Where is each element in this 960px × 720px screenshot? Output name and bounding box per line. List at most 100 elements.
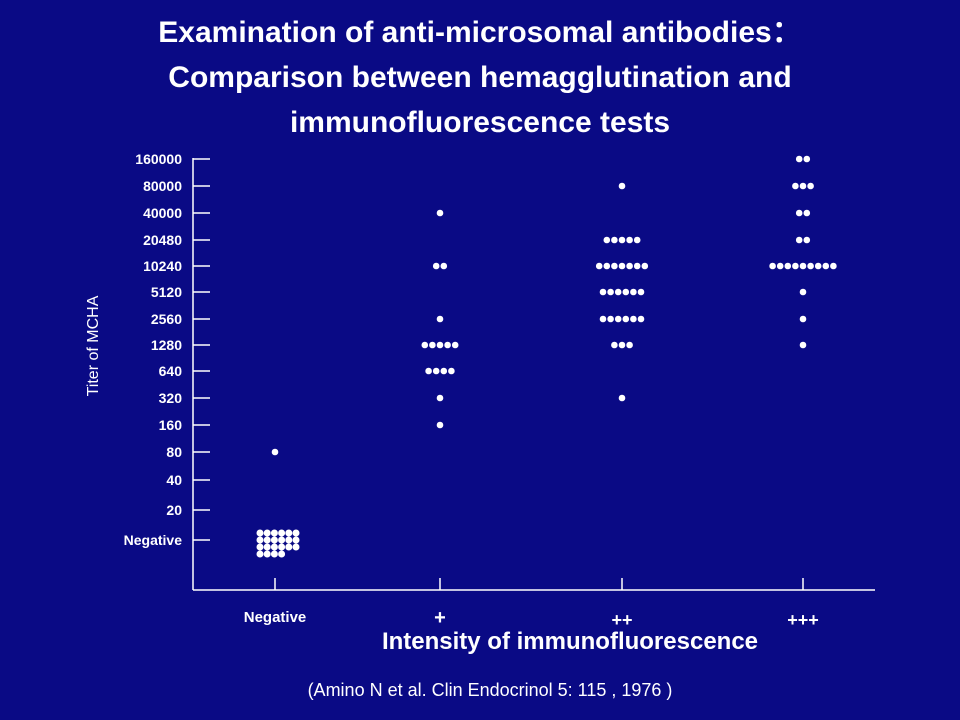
data-point <box>263 550 271 558</box>
data-point <box>436 394 444 402</box>
data-point <box>444 341 451 349</box>
data-point <box>618 262 626 270</box>
data-point <box>626 262 633 270</box>
data-point <box>263 536 271 544</box>
data-point <box>776 262 784 270</box>
data-point <box>599 288 607 296</box>
data-point <box>795 155 803 163</box>
data-point <box>626 236 633 244</box>
data-point <box>263 529 271 537</box>
data-point <box>448 367 455 375</box>
data-point <box>436 341 444 349</box>
data-point <box>256 536 264 544</box>
data-point <box>256 543 264 551</box>
data-point <box>822 262 830 270</box>
data-point <box>285 543 293 551</box>
data-point <box>292 536 300 544</box>
data-point <box>256 550 264 558</box>
y-tick-label: 1280 <box>151 337 182 353</box>
chart-title: Examination of anti-microsomal antibodie… <box>60 10 900 145</box>
data-point <box>603 262 611 270</box>
data-point <box>436 209 444 217</box>
data-point <box>421 341 429 349</box>
data-point <box>618 182 626 190</box>
data-point <box>614 288 622 296</box>
data-point <box>799 262 807 270</box>
data-point <box>603 236 611 244</box>
data-point <box>618 341 626 349</box>
data-point <box>270 550 278 558</box>
data-point <box>270 536 278 544</box>
data-points <box>256 155 837 558</box>
data-point <box>451 341 459 349</box>
x-tick-label: +++ <box>787 610 819 630</box>
y-tick-label: 640 <box>159 363 183 379</box>
data-point <box>270 529 278 537</box>
data-point <box>436 421 444 429</box>
data-point <box>792 182 799 190</box>
data-point <box>278 536 286 544</box>
data-point <box>618 394 626 402</box>
data-point <box>278 550 286 558</box>
data-point <box>429 341 436 349</box>
data-point <box>633 262 641 270</box>
data-point <box>807 262 814 270</box>
y-tick-label: Negative <box>124 532 183 548</box>
data-point <box>271 448 279 456</box>
chart-title-line-1: Examination of anti-microsomal antibodie… <box>158 16 802 49</box>
data-point <box>425 367 432 375</box>
x-axis-ticks: Negative + ++ +++ <box>244 578 819 630</box>
data-point <box>595 262 603 270</box>
data-point <box>784 262 792 270</box>
data-point <box>614 315 622 323</box>
y-tick-label: 10240 <box>143 258 182 274</box>
data-point <box>618 236 626 244</box>
data-point <box>622 288 630 296</box>
data-point <box>278 543 286 551</box>
data-point <box>630 288 637 296</box>
data-point <box>803 155 811 163</box>
data-point <box>440 262 448 270</box>
y-tick-label: 160 <box>159 417 183 433</box>
data-point <box>626 341 633 349</box>
data-point <box>637 288 645 296</box>
y-axis-ticks: Negative 20 40 80 160 320 640 1280 2560 5120 10240… <box>124 151 210 548</box>
data-point <box>630 315 637 323</box>
data-point <box>622 315 630 323</box>
data-point <box>270 543 278 551</box>
y-tick-label: 80 <box>166 444 182 460</box>
data-point <box>440 367 448 375</box>
data-point <box>285 536 293 544</box>
data-point <box>292 529 300 537</box>
data-point <box>799 182 807 190</box>
data-point <box>795 236 803 244</box>
y-tick-label: 2560 <box>151 311 182 327</box>
x-tick-label: ++ <box>611 610 632 630</box>
data-point <box>611 341 618 349</box>
data-point <box>769 262 776 270</box>
data-point <box>637 315 645 323</box>
data-point <box>436 315 444 323</box>
data-point <box>799 288 807 296</box>
x-axis-label: Intensity of immunofluorescence <box>381 628 759 655</box>
data-point <box>814 262 822 270</box>
data-point <box>795 209 803 217</box>
data-point <box>611 262 618 270</box>
data-point <box>792 262 799 270</box>
data-point <box>799 315 807 323</box>
data-point <box>633 236 641 244</box>
data-point <box>641 262 649 270</box>
data-point <box>803 209 811 217</box>
data-point <box>432 262 440 270</box>
chart-title-line-2: Comparison between hemagglutination and <box>168 61 792 94</box>
y-tick-label: 160000 <box>135 151 182 167</box>
x-tick-label: + <box>434 607 446 629</box>
chart-title-line-3: immunofluorescence tests <box>289 106 671 139</box>
axes <box>192 158 875 591</box>
data-point <box>611 236 618 244</box>
y-tick-label: 20 <box>166 502 182 518</box>
y-axis-label: Titer of MCHA <box>85 295 102 396</box>
data-point <box>292 543 300 551</box>
y-tick-label: 40 <box>166 472 182 488</box>
